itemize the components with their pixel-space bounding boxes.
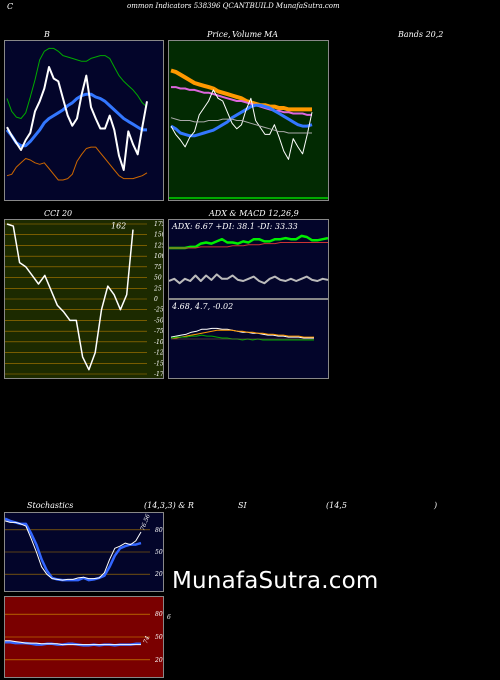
cci-tick-label: -25 [154,307,163,314]
stoch-tick-label: 50 [155,549,163,556]
cci-tick-label: -125 [154,350,163,357]
bb-label: B [44,30,50,39]
cci-tick-label: 175 [154,221,163,228]
cci-panel: 175 150 125 100 75 50 25 0 -25 -50 -75 -100 -125 -150… [4,219,164,379]
rsi-panel: 80 50 20 74 [4,596,164,678]
rsi-value-label: 74 [142,635,151,645]
stoch-k-line [5,517,142,582]
bollinger-chart [5,47,148,181]
stoch-tick-label: 80 [155,527,163,534]
bb-price-line [6,66,148,171]
cci-tick-label: 150 [154,232,163,239]
rsi-params-label: (14,5 [326,501,347,510]
cci-tick-label: -100 [154,339,163,346]
macd-chart: 4.68, 4.7, -0.02 [170,302,314,341]
ma-ma-mid-line [171,86,312,116]
stochastics-chart: 80 50 20 76.56 [5,513,163,582]
cci-tick-label: 50 [154,275,162,282]
rsi-chart: 80 50 20 74 [5,611,163,664]
rsi-tick-label: 20 [154,657,163,664]
ma-ma-short-line [170,103,313,138]
bb-middle-line [5,92,147,148]
adx-plusminus-di-line [169,234,328,250]
adx-readout: ADX: 6.67 +DI: 38.1 -DI: 33.33 [171,222,298,231]
cci-chart: 175 150 125 100 75 50 25 0 -25 -50 -75 -100 -125 -150… [5,221,163,378]
macd-macd-line [170,327,314,339]
adx-minus-di-line [169,242,328,249]
macd-signal-line [171,329,314,339]
rsi-rsi-ma-line [5,640,141,646]
adx-macd-label: ADX & MACD 12,26,9 [209,209,299,218]
macd-readout: 4.68, 4.7, -0.02 [171,302,233,311]
cci-tick-label: -175 [154,371,163,378]
bollinger-panel [4,40,164,201]
adx-chart: ADX: 6.67 +DI: 38.1 -DI: 33.33 [169,222,328,285]
cci-tick-label: 125 [154,242,163,249]
stoch-params-label: (14,3,3) & R [144,501,194,510]
ma-price-line [170,89,313,160]
rsi-tick-label: 50 [155,634,163,641]
cci-line [6,223,134,371]
ma-ma-long-line [170,68,312,112]
volume-label: Volume [232,30,262,39]
stoch-d-line [5,520,142,581]
ma-label: MA [264,30,278,39]
bb-lower-line [6,146,148,181]
stoch-value-label: 76.56 [139,513,152,532]
title-letter: C [7,2,14,11]
cci-value-label: 162 [111,222,126,231]
watermark-logo: MunafaSutra.com [172,568,379,594]
rsi-tick-label: 80 [155,611,163,618]
cci-tick-label: 100 [154,253,163,260]
cci-tick-label: 25 [153,285,162,292]
price-ma-panel [168,40,329,201]
cci-tick-label: 75 [154,264,162,271]
cci-label: CCI 20 [44,209,73,218]
adx-ADX-line [169,273,328,285]
ma-volume-ma-line [170,117,312,134]
cci-tick-label: 0 [154,296,158,303]
adx-panel: ADX: 6.67 +DI: 38.1 -DI: 33.33 [168,219,329,299]
stochastics-panel: 80 50 20 76.56 [4,512,164,592]
cci-tick-label: -150 [154,360,163,367]
rsi-close-label: ) [434,501,438,510]
macd-panel: 4.68, 4.7, -0.02 [168,299,329,379]
macd-histogram-line [170,334,314,341]
cci-tick-label: -50 [154,317,163,324]
cci-tick-label: -75 [154,328,163,335]
price-ma-chart [169,68,328,199]
bb-upper-line [6,47,148,119]
bands-label: Bands 20,2 [398,30,444,39]
rsi-side-tick: 6 [167,614,171,621]
stoch-tick-label: 20 [154,571,163,578]
stoch-label: Stochastics [27,501,74,510]
price-label: Price, [207,30,231,39]
si-label: SI [238,501,247,510]
page-title: ommon Indicators 538396 QCANTBUILD Munaf… [127,2,340,10]
